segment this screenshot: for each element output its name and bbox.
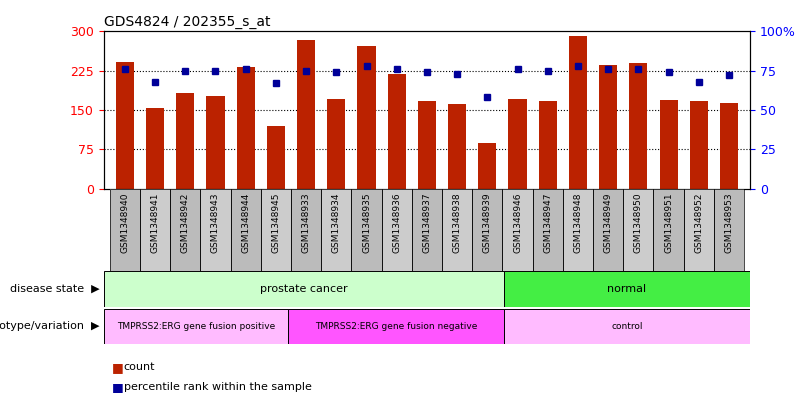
Bar bbox=[448, 104, 466, 189]
Text: TMPRSS2:ERG gene fusion positive: TMPRSS2:ERG gene fusion positive bbox=[117, 322, 275, 331]
Bar bbox=[140, 189, 170, 271]
Text: GSM1348944: GSM1348944 bbox=[241, 193, 251, 253]
Bar bbox=[388, 74, 406, 189]
Bar bbox=[630, 63, 647, 189]
Bar bbox=[418, 101, 436, 189]
Bar bbox=[200, 189, 231, 271]
Bar bbox=[110, 189, 140, 271]
Bar bbox=[478, 143, 496, 189]
Text: disease state  ▶: disease state ▶ bbox=[10, 284, 100, 294]
Text: genotype/variation  ▶: genotype/variation ▶ bbox=[0, 321, 100, 331]
Bar bbox=[327, 99, 346, 189]
Text: GSM1348946: GSM1348946 bbox=[513, 193, 522, 253]
Text: ■: ■ bbox=[112, 380, 124, 393]
Bar bbox=[297, 40, 315, 189]
Bar bbox=[689, 101, 708, 189]
Text: GSM1348948: GSM1348948 bbox=[574, 193, 583, 253]
Bar bbox=[714, 189, 744, 271]
Bar bbox=[351, 189, 381, 271]
Text: GSM1348935: GSM1348935 bbox=[362, 193, 371, 253]
Bar bbox=[442, 189, 472, 271]
Bar bbox=[358, 46, 376, 189]
Bar bbox=[593, 189, 623, 271]
Bar bbox=[720, 103, 738, 189]
Text: GSM1348949: GSM1348949 bbox=[603, 193, 613, 253]
Text: GDS4824 / 202355_s_at: GDS4824 / 202355_s_at bbox=[104, 15, 271, 29]
Text: TMPRSS2:ERG gene fusion negative: TMPRSS2:ERG gene fusion negative bbox=[315, 322, 477, 331]
Bar bbox=[104, 309, 288, 344]
Bar bbox=[508, 99, 527, 189]
Text: GSM1348933: GSM1348933 bbox=[302, 193, 310, 253]
Text: GSM1348941: GSM1348941 bbox=[151, 193, 160, 253]
Bar bbox=[412, 189, 442, 271]
Text: GSM1348940: GSM1348940 bbox=[120, 193, 129, 253]
Text: GSM1348934: GSM1348934 bbox=[332, 193, 341, 253]
Text: GSM1348950: GSM1348950 bbox=[634, 193, 643, 253]
Text: normal: normal bbox=[607, 284, 646, 294]
Text: ■: ■ bbox=[112, 361, 124, 374]
Bar bbox=[104, 271, 504, 307]
Text: prostate cancer: prostate cancer bbox=[260, 284, 348, 294]
Text: GSM1348947: GSM1348947 bbox=[543, 193, 552, 253]
Text: GSM1348953: GSM1348953 bbox=[725, 193, 733, 253]
Text: GSM1348942: GSM1348942 bbox=[181, 193, 190, 253]
Bar bbox=[288, 309, 504, 344]
Bar bbox=[170, 189, 200, 271]
Bar bbox=[659, 99, 678, 189]
Bar bbox=[539, 101, 557, 189]
Bar bbox=[569, 36, 587, 189]
Bar bbox=[563, 189, 593, 271]
Bar bbox=[231, 189, 261, 271]
Bar bbox=[599, 66, 617, 189]
Bar bbox=[322, 189, 351, 271]
Text: GSM1348943: GSM1348943 bbox=[211, 193, 220, 253]
Bar bbox=[146, 108, 164, 189]
Text: control: control bbox=[611, 322, 642, 331]
Bar bbox=[684, 189, 714, 271]
Text: GSM1348951: GSM1348951 bbox=[664, 193, 673, 253]
Bar bbox=[532, 189, 563, 271]
Bar bbox=[504, 271, 750, 307]
Bar bbox=[623, 189, 654, 271]
Text: GSM1348938: GSM1348938 bbox=[452, 193, 461, 253]
Bar bbox=[291, 189, 322, 271]
Bar bbox=[267, 126, 285, 189]
Bar bbox=[654, 189, 684, 271]
Text: GSM1348939: GSM1348939 bbox=[483, 193, 492, 253]
Bar bbox=[207, 96, 224, 189]
Bar bbox=[237, 67, 255, 189]
Bar bbox=[472, 189, 503, 271]
Bar bbox=[261, 189, 291, 271]
Text: GSM1348936: GSM1348936 bbox=[393, 193, 401, 253]
Bar bbox=[176, 93, 195, 189]
Text: percentile rank within the sample: percentile rank within the sample bbox=[124, 382, 311, 392]
Text: GSM1348945: GSM1348945 bbox=[271, 193, 280, 253]
Bar bbox=[504, 309, 750, 344]
Text: GSM1348952: GSM1348952 bbox=[694, 193, 703, 253]
Bar bbox=[503, 189, 532, 271]
Bar bbox=[116, 62, 134, 189]
Text: count: count bbox=[124, 362, 155, 373]
Text: GSM1348937: GSM1348937 bbox=[422, 193, 432, 253]
Bar bbox=[381, 189, 412, 271]
